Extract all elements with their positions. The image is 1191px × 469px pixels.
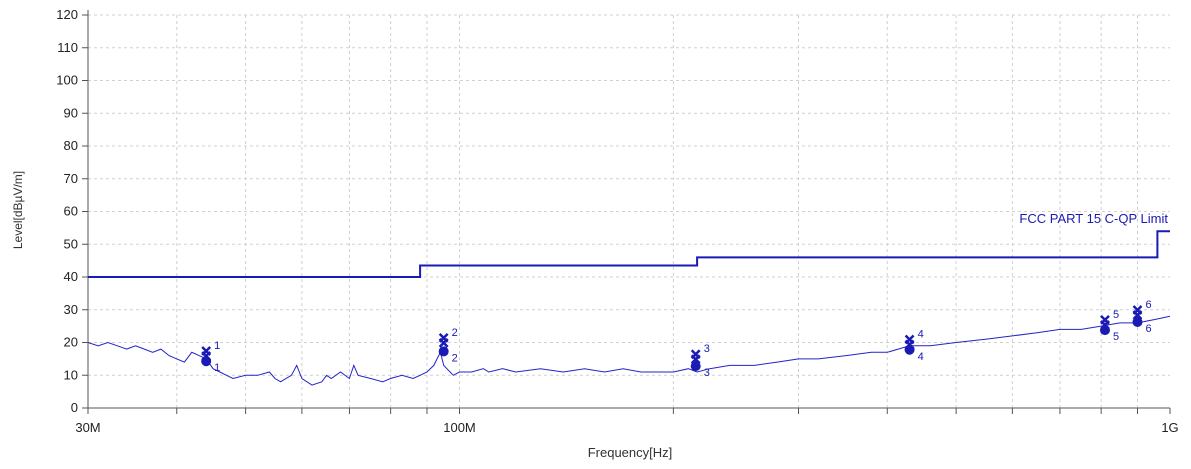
- marker-4: 44: [904, 329, 924, 363]
- marker-6: 66: [1132, 299, 1152, 335]
- marker-qp-dot: [690, 361, 701, 372]
- y-tick-label: 30: [64, 302, 78, 317]
- y-tick-label: 10: [64, 367, 78, 382]
- y-tick-label: 90: [64, 105, 78, 120]
- series-layer: [87, 230, 1171, 386]
- marker-label-bottom: 2: [452, 352, 458, 364]
- marker-label-top: 2: [452, 327, 458, 339]
- y-tick-label: 20: [64, 335, 78, 350]
- x-tick-label: 1G: [1161, 420, 1178, 435]
- marker-qp-dot: [1132, 316, 1143, 327]
- y-tick-label: 40: [64, 269, 78, 284]
- limit-line-label: FCC PART 15 C-QP Limit: [1019, 211, 1168, 226]
- marker-label-bottom: 1: [214, 362, 220, 374]
- x-tick-label: 30M: [75, 420, 100, 435]
- marker-label-top: 3: [704, 343, 710, 355]
- marker-label-top: 1: [214, 340, 220, 352]
- grid-layer: [88, 14, 1170, 409]
- y-tick-label: 110: [57, 40, 78, 55]
- limit-line: [88, 230, 1170, 278]
- y-tick-label: 0: [71, 400, 78, 415]
- marker-label-bottom: 5: [1113, 331, 1119, 343]
- y-tick-label: 50: [64, 236, 78, 251]
- marker-label-bottom: 6: [1145, 323, 1151, 335]
- marker-5: 55: [1099, 309, 1119, 343]
- marker-label-bottom: 3: [704, 367, 710, 379]
- marker-qp-dot: [438, 346, 449, 357]
- marker-qp-dot: [1099, 325, 1110, 336]
- marker-label-top: 6: [1145, 299, 1151, 311]
- x-axis-label: Frequency[Hz]: [588, 445, 673, 460]
- marker-qp-dot: [904, 344, 915, 355]
- marker-1: 11: [201, 340, 220, 374]
- marker-peak-cross: [438, 337, 449, 348]
- marker-peak-cross: [690, 354, 701, 365]
- y-tick-label: 120: [56, 7, 78, 22]
- y-tick-label: 100: [56, 73, 78, 88]
- x-tick-label: 100M: [443, 420, 476, 435]
- marker-label-top: 5: [1113, 309, 1119, 321]
- marker-3: 33: [690, 343, 710, 379]
- axis-layer: 0 10 20 30 40 50 60 70 80 90 100 110 120 30M 100M 1G: [56, 7, 1178, 435]
- marker-peak-cross: [1132, 310, 1143, 320]
- marker-label-bottom: 4: [918, 351, 924, 363]
- marker-label-top: 4: [918, 329, 924, 341]
- y-tick-label: 70: [64, 171, 78, 186]
- y-tick-label: 60: [64, 204, 78, 219]
- y-tick-label: 80: [64, 138, 78, 153]
- marker-2: 22: [438, 327, 458, 364]
- marker-qp-dot: [201, 356, 212, 367]
- y-axis-label: Level[dBµV/m]: [11, 171, 25, 249]
